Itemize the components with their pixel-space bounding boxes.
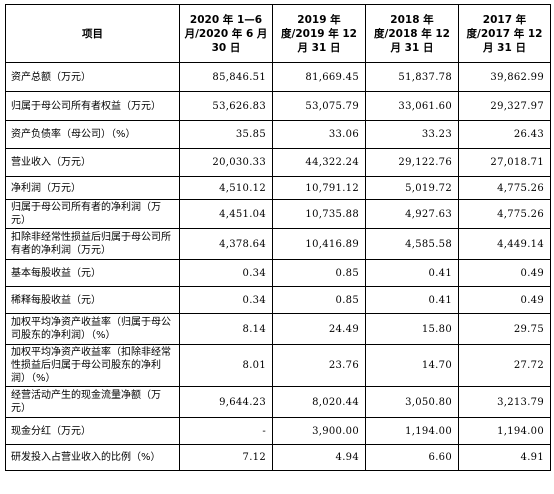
cell-value: 0.41 [365,259,459,287]
cell-value: 81,669.45 [272,62,366,92]
cell-value: 26.43 [458,120,551,149]
cell-value: 29,122.76 [365,148,459,177]
cell-value: 4.94 [272,444,366,471]
row-label-rd-ratio: 研发投入占营业收入的比例（%） [5,444,180,471]
cell-value: 0.49 [458,286,551,314]
table-row: 资产负债率（母公司）（%） 35.85 33.06 33.23 26.43 [5,120,551,149]
row-label-parent-net-profit: 归属于母公司所有者的净利润（万元） [5,199,180,229]
cell-value: 3,900.00 [272,417,366,445]
row-label-debt-ratio: 资产负债率（母公司）（%） [5,120,180,149]
table-row: 归属于母公司所有者权益（万元） 53,626.83 53,075.79 33,0… [5,91,551,121]
cell-value: 6.60 [365,444,459,471]
row-label-basic-eps: 基本每股收益（元） [5,259,180,287]
cell-value: 3,213.79 [458,386,551,418]
row-label-total-assets: 资产总额（万元） [5,62,180,92]
cell-value: 4,775.26 [458,199,551,229]
table-row: 经营活动产生的现金流量净额（万元） 9,644.23 8,020.44 3,05… [5,386,551,418]
cell-value: 53,626.83 [179,91,273,121]
cell-value: 10,416.89 [272,228,366,260]
cell-value: 0.34 [179,286,273,314]
header-period-2018: 2018 年度/2018 年 12 月 31 日 [365,4,459,63]
cell-value: 27.72 [458,344,551,387]
header-period-2020h1: 2020 年 1—6 月/2020 年 6 月 30 日 [179,4,273,63]
table-row: 归属于母公司所有者的净利润（万元） 4,451.04 10,735.88 4,9… [5,199,551,229]
table-row: 营业收入（万元） 20,030.33 44,322.24 29,122.76 2… [5,148,551,177]
row-label-diluted-eps: 稀释每股收益（元） [5,286,180,314]
row-label-weighted-roe: 加权平均净资产收益率（归属于母公司股东的净利润）（%） [5,313,180,345]
header-period-2017: 2017 年度/2017 年 12 月 31 日 [458,4,551,63]
cell-value: 4,927.63 [365,199,459,229]
cell-value: 33,061.60 [365,91,459,121]
cell-value: 8.01 [179,344,273,387]
cell-value: 20,030.33 [179,148,273,177]
cell-value: 14.70 [365,344,459,387]
cell-value: 29.75 [458,313,551,345]
cell-value: 10,735.88 [272,199,366,229]
cell-value: 4.91 [458,444,551,471]
table-row: 现金分红（万元） - 3,900.00 1,194.00 1,194.00 [5,417,551,445]
table-row: 研发投入占营业收入的比例（%） 7.12 4.94 6.60 4.91 [5,444,551,471]
cell-value: 33.06 [272,120,366,149]
row-label-parent-equity: 归属于母公司所有者权益（万元） [5,91,180,121]
cell-value: 0.85 [272,259,366,287]
row-label-adjusted-net-profit: 扣除非经常性损益后归属于母公司所有者的净利润（万元） [5,228,180,260]
header-period-2019: 2019 年度/2019 年 12 月 31 日 [272,4,366,63]
cell-value: 15.80 [365,313,459,345]
cell-value: 8.14 [179,313,273,345]
cell-value: 85,846.51 [179,62,273,92]
cell-value: 39,862.99 [458,62,551,92]
cell-value: 29,327.97 [458,91,551,121]
table-row: 加权平均净资产收益率（扣除非经常性损益后归属于母公司股东的净利润）（%） 8.0… [5,344,551,387]
cell-value: 1,194.00 [365,417,459,445]
row-label-weighted-roe-adjusted: 加权平均净资产收益率（扣除非经常性损益后归属于母公司股东的净利润）（%） [5,344,180,387]
row-label-revenue: 营业收入（万元） [5,148,180,177]
cell-value: 3,050.80 [365,386,459,418]
table-row: 扣除非经常性损益后归属于母公司所有者的净利润（万元） 4,378.64 10,4… [5,228,551,260]
cell-value: 23.76 [272,344,366,387]
cell-value: 0.41 [365,286,459,314]
table-row: 稀释每股收益（元） 0.34 0.85 0.41 0.49 [5,286,551,314]
cell-value: 0.34 [179,259,273,287]
cell-value: 8,020.44 [272,386,366,418]
cell-value: - [179,417,273,445]
cell-value: 5,019.72 [365,176,459,200]
cell-value: 4,775.26 [458,176,551,200]
cell-value: 27,018.71 [458,148,551,177]
cell-value: 4,451.04 [179,199,273,229]
cell-value: 0.85 [272,286,366,314]
header-item: 项目 [5,4,180,63]
row-label-net-profit: 净利润（万元） [5,176,180,200]
cell-value: 24.49 [272,313,366,345]
row-label-operating-cash-flow: 经营活动产生的现金流量净额（万元） [5,386,180,418]
cell-value: 44,322.24 [272,148,366,177]
cell-value: 7.12 [179,444,273,471]
cell-value: 10,791.12 [272,176,366,200]
table-row: 资产总额（万元） 85,846.51 81,669.45 51,837.78 3… [5,62,551,92]
cell-value: 0.49 [458,259,551,287]
cell-value: 4,510.12 [179,176,273,200]
cell-value: 4,585.58 [365,228,459,260]
cell-value: 33.23 [365,120,459,149]
cell-value: 53,075.79 [272,91,366,121]
table-header-row: 项目 2020 年 1—6 月/2020 年 6 月 30 日 2019 年度/… [5,4,551,63]
cell-value: 35.85 [179,120,273,149]
table-row: 加权平均净资产收益率（归属于母公司股东的净利润）（%） 8.14 24.49 1… [5,313,551,345]
row-label-cash-dividend: 现金分红（万元） [5,417,180,445]
cell-value: 9,644.23 [179,386,273,418]
cell-value: 1,194.00 [458,417,551,445]
cell-value: 51,837.78 [365,62,459,92]
cell-value: 4,378.64 [179,228,273,260]
table-row: 净利润（万元） 4,510.12 10,791.12 5,019.72 4,77… [5,176,551,200]
financial-indicators-table: 项目 2020 年 1—6 月/2020 年 6 月 30 日 2019 年度/… [5,4,551,471]
cell-value: 4,449.14 [458,228,551,260]
table-row: 基本每股收益（元） 0.34 0.85 0.41 0.49 [5,259,551,287]
